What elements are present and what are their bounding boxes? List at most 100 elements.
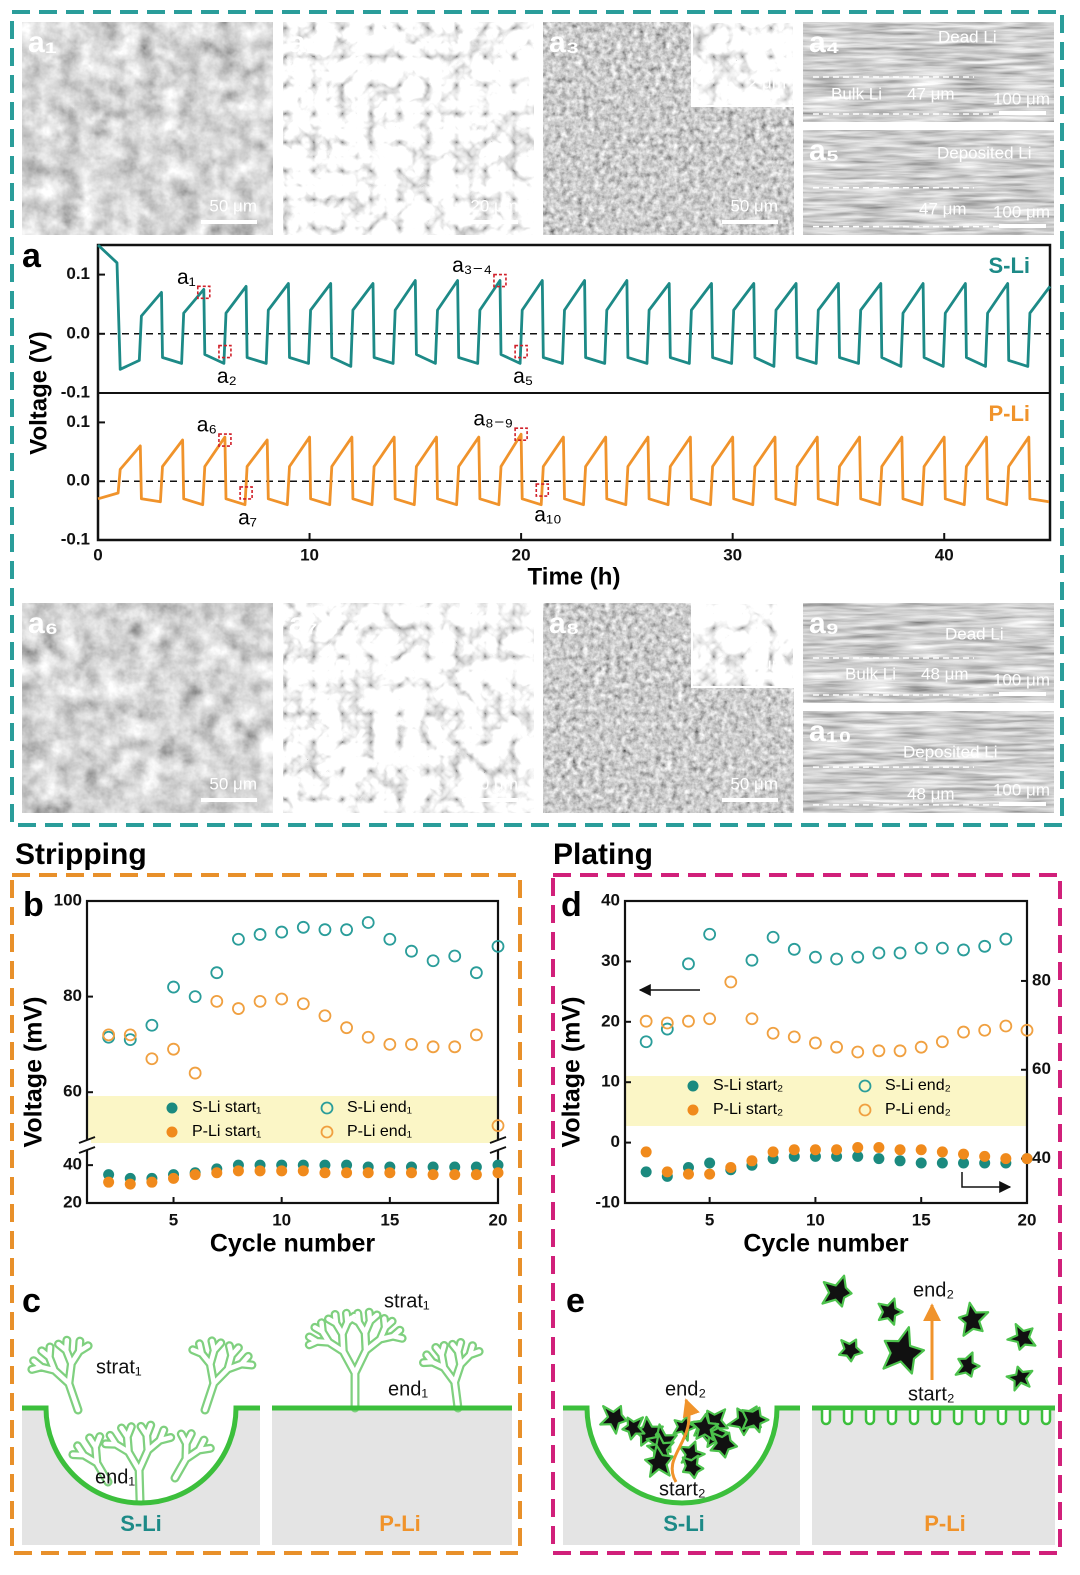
image-label: a₆: [28, 607, 58, 640]
data-point: [103, 1169, 115, 1181]
lithium-particle: [599, 1405, 628, 1435]
data-point: [935, 1035, 949, 1049]
data-point: [470, 1169, 482, 1181]
data-point: [725, 1161, 737, 1173]
diagram-text: end₁: [388, 1378, 428, 1400]
x-tick-label: 30: [723, 545, 742, 564]
data-point: [915, 1144, 927, 1156]
diagram-text: end₁: [95, 1466, 135, 1488]
data-point: [253, 928, 267, 941]
data-point: [361, 916, 375, 929]
data-point: [426, 1040, 440, 1054]
data-point: [787, 1030, 801, 1044]
data-point: [405, 1038, 418, 1051]
legend-band: [87, 1096, 498, 1143]
y-tick-label: 20: [63, 1192, 82, 1211]
image-label: a₅: [809, 134, 839, 167]
y2-tick-label: 80: [1032, 970, 1051, 989]
annotation-box: [535, 483, 550, 497]
data-point: [124, 1178, 136, 1190]
data-point: [640, 1146, 652, 1158]
data-point: [297, 1165, 309, 1177]
data-point: [448, 949, 462, 963]
y-tick-label: -0.1: [61, 529, 90, 548]
data-point: [427, 1169, 439, 1181]
image-texture: [283, 22, 534, 235]
image-label: a₉: [809, 607, 839, 640]
data-point: [361, 1030, 375, 1044]
data-point: [276, 1165, 288, 1177]
data-point: [102, 1028, 116, 1042]
image-label: a₈: [549, 607, 580, 640]
annotation-box: [218, 433, 232, 447]
data-point: [830, 952, 843, 966]
data-point: [470, 1161, 482, 1173]
lithium-particle: [877, 1297, 904, 1326]
legend-text: S-Li end₂: [885, 1077, 951, 1094]
y-tick-label: -0.1: [61, 382, 90, 401]
data-point: [448, 1040, 462, 1054]
data-point: [639, 1014, 653, 1028]
scale-text: 2 μm: [748, 654, 786, 673]
section-title: Stripping: [15, 838, 147, 871]
data-point: [788, 1144, 800, 1156]
data-point: [449, 1161, 461, 1173]
lithium-particle: [621, 1416, 646, 1441]
data-point: [831, 1144, 843, 1156]
image-label: a₇: [289, 607, 318, 640]
image-note: 47 μm: [919, 199, 967, 218]
data-point: [936, 1157, 948, 1169]
panel-label: b: [23, 886, 44, 924]
data-point: [341, 1167, 353, 1179]
diagram-name: P-Li: [379, 1511, 421, 1536]
legend-marker: [687, 1080, 699, 1092]
legend-marker: [320, 1125, 334, 1139]
axis-arrow: [961, 1172, 1012, 1193]
lithium-particle: [709, 1431, 739, 1459]
legend-text: P-Li start₁: [192, 1123, 261, 1140]
image-note: 48 μm: [921, 664, 969, 683]
data-point: [1021, 1153, 1033, 1165]
x-tick-label: 10: [806, 1210, 825, 1229]
data-point: [935, 941, 949, 955]
section-title: Plating: [553, 838, 653, 871]
annotation-text: a₇: [238, 507, 257, 530]
diagram-text: strat₁: [96, 1356, 142, 1378]
sem-image: a₇ 20 μm: [283, 603, 534, 813]
data-point: [296, 997, 310, 1011]
diagram-text: start₂: [908, 1383, 955, 1405]
panel-label: e: [566, 1282, 585, 1320]
data-point: [809, 950, 822, 964]
data-point: [830, 1040, 843, 1054]
data-point: [661, 1166, 673, 1178]
lithium-particle: [681, 1454, 705, 1480]
image-label: a₂: [289, 26, 319, 59]
image-note: 47 μm: [907, 84, 955, 103]
y-tick-label: 60: [63, 1082, 82, 1101]
diagram-name: S-Li: [120, 1511, 162, 1536]
y-tick-label: 100: [54, 890, 82, 909]
surface-bump: [820, 1410, 832, 1426]
data-point: [340, 1021, 353, 1035]
annotation-box: [218, 344, 232, 359]
data-point: [766, 930, 780, 944]
panel-label: a: [22, 237, 42, 275]
data-point: [893, 946, 907, 960]
panel-a-frame: [10, 10, 1064, 827]
data-point: [168, 1172, 180, 1184]
data-point: [703, 1012, 717, 1026]
y-tick-label: 40: [601, 890, 620, 909]
data-point: [383, 1038, 397, 1051]
data-point: [915, 1157, 927, 1169]
y-axis-label: Voltage (mV): [558, 997, 586, 1148]
scatter-chart: 5 10 15 20 -10 0 10 20 30 40 40 60 80 S-Li start₂ P-Li…: [558, 886, 1051, 1258]
annotation-text: a₁₀: [534, 504, 561, 527]
data-point: [469, 966, 483, 980]
legend-text: P-Li end₁: [347, 1123, 412, 1140]
data-point: [405, 1167, 417, 1179]
data-point: [340, 923, 353, 937]
image-note: Dead Li: [938, 27, 997, 46]
data-point: [254, 1165, 266, 1177]
axis-break: [78, 1146, 96, 1154]
